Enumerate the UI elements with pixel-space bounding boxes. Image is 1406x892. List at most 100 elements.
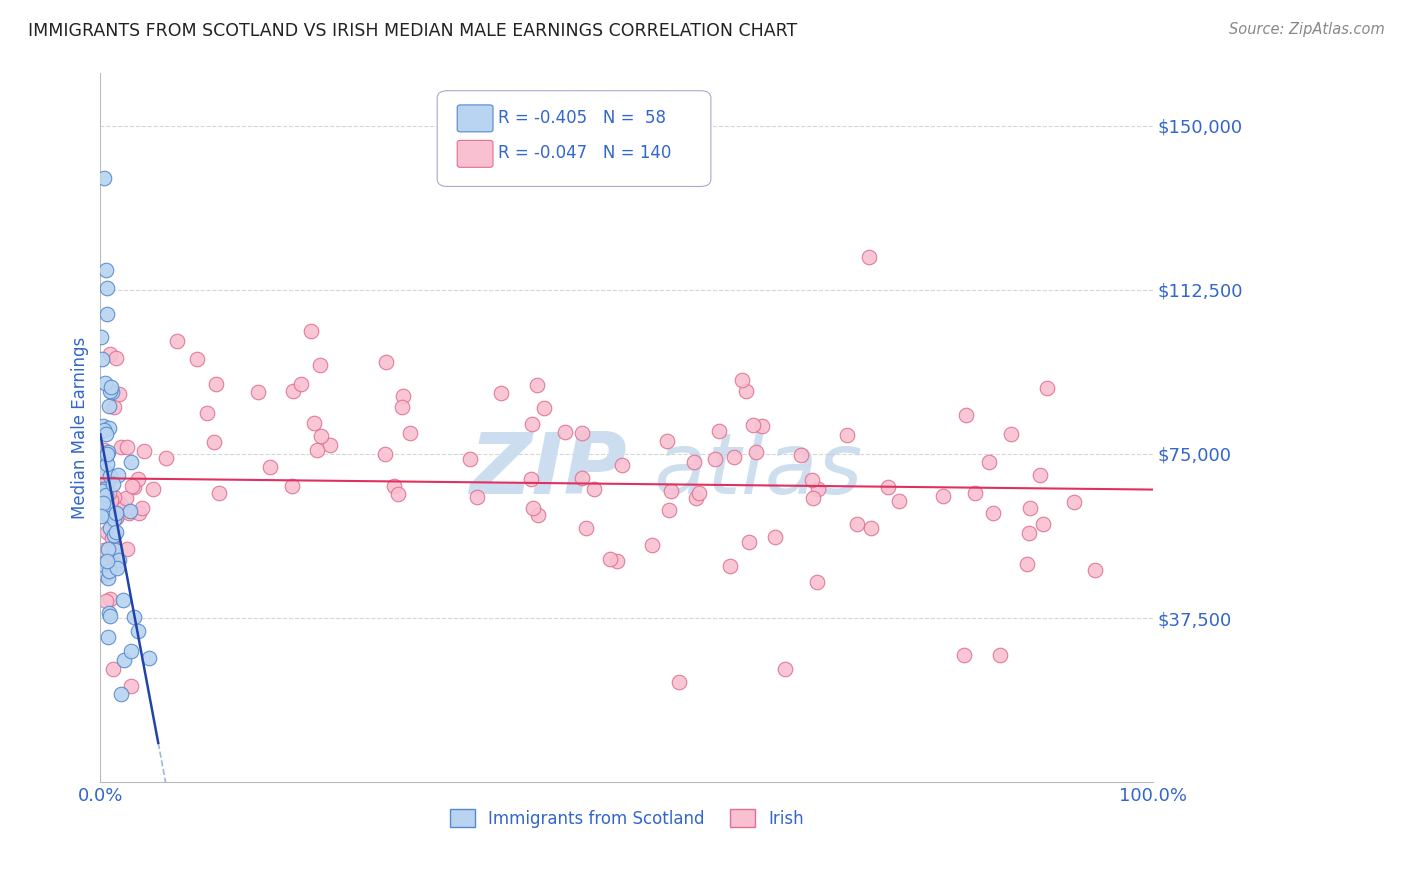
- Point: [101, 513, 124, 527]
- Point: [835, 427, 858, 442]
- Point: [659, 483, 682, 498]
- Point: [91, 483, 114, 498]
- Point: [571, 471, 593, 485]
- Point: [97, 630, 120, 644]
- Point: [571, 425, 593, 440]
- Point: [93, 485, 115, 500]
- Point: [1036, 381, 1059, 395]
- Point: [103, 540, 125, 554]
- Point: [1032, 517, 1054, 532]
- Point: [259, 460, 281, 475]
- Point: [96, 307, 118, 321]
- Point: [138, 651, 160, 665]
- Point: [103, 400, 125, 414]
- Point: [93, 483, 115, 497]
- Point: [575, 521, 598, 535]
- Point: [93, 423, 115, 437]
- Point: [763, 530, 786, 544]
- Point: [110, 498, 132, 512]
- Point: [120, 503, 142, 517]
- Point: [533, 401, 555, 415]
- Point: [98, 608, 121, 623]
- Point: [955, 408, 977, 422]
- Point: [110, 440, 132, 454]
- Point: [104, 542, 127, 557]
- Point: [108, 496, 131, 510]
- Point: [97, 542, 120, 557]
- Point: [112, 653, 135, 667]
- Point: [107, 467, 129, 482]
- Text: IMMIGRANTS FROM SCOTLAND VS IRISH MEDIAN MALE EARNINGS CORRELATION CHART: IMMIGRANTS FROM SCOTLAND VS IRISH MEDIAN…: [28, 22, 797, 40]
- Point: [806, 575, 828, 590]
- Point: [526, 378, 548, 392]
- Point: [97, 571, 120, 585]
- Point: [97, 421, 120, 435]
- Point: [932, 489, 955, 503]
- Point: [107, 561, 129, 575]
- Point: [1018, 500, 1040, 515]
- Point: [101, 661, 124, 675]
- Point: [96, 457, 118, 471]
- Point: [305, 443, 328, 458]
- Point: [104, 351, 127, 366]
- Point: [773, 661, 796, 675]
- Point: [304, 416, 326, 430]
- Point: [93, 556, 115, 570]
- Point: [96, 524, 118, 539]
- Point: [93, 468, 115, 483]
- Point: [382, 478, 405, 492]
- Point: [606, 554, 628, 568]
- Point: [738, 535, 761, 549]
- Point: [94, 427, 117, 442]
- Point: [195, 407, 218, 421]
- Point: [387, 487, 409, 501]
- Point: [741, 417, 763, 432]
- Point: [94, 263, 117, 277]
- Point: [96, 491, 118, 505]
- Text: atlas: atlas: [627, 429, 862, 512]
- Point: [859, 521, 882, 535]
- Point: [1084, 563, 1107, 577]
- Point: [807, 482, 830, 496]
- Point: [845, 516, 868, 531]
- Point: [93, 464, 115, 478]
- Point: [98, 347, 121, 361]
- Point: [98, 500, 121, 514]
- Point: [103, 527, 125, 541]
- Point: [98, 521, 121, 535]
- FancyBboxPatch shape: [457, 140, 494, 168]
- Text: R = -0.047   N = 140: R = -0.047 N = 140: [498, 145, 672, 162]
- Point: [96, 450, 118, 464]
- Point: [93, 495, 115, 509]
- Point: [97, 564, 120, 578]
- Point: [319, 438, 342, 452]
- Point: [398, 425, 420, 440]
- Point: [110, 502, 132, 516]
- Point: [128, 506, 150, 520]
- Point: [122, 610, 145, 624]
- Point: [979, 455, 1001, 469]
- Point: [582, 482, 605, 496]
- Point: [94, 594, 117, 608]
- Point: [655, 434, 678, 449]
- Point: [94, 490, 117, 504]
- Point: [155, 450, 177, 465]
- Point: [668, 674, 690, 689]
- Point: [308, 358, 330, 372]
- Point: [98, 399, 121, 413]
- Point: [458, 452, 481, 467]
- Point: [100, 384, 122, 399]
- Point: [519, 472, 541, 486]
- Point: [988, 648, 1011, 663]
- Point: [115, 440, 138, 454]
- Point: [98, 469, 121, 483]
- Point: [290, 376, 312, 391]
- Point: [101, 385, 124, 400]
- Point: [734, 384, 756, 398]
- Point: [93, 479, 115, 493]
- Point: [703, 451, 725, 466]
- Point: [166, 334, 188, 349]
- Point: [93, 507, 115, 521]
- Point: [90, 508, 112, 523]
- Point: [527, 508, 550, 522]
